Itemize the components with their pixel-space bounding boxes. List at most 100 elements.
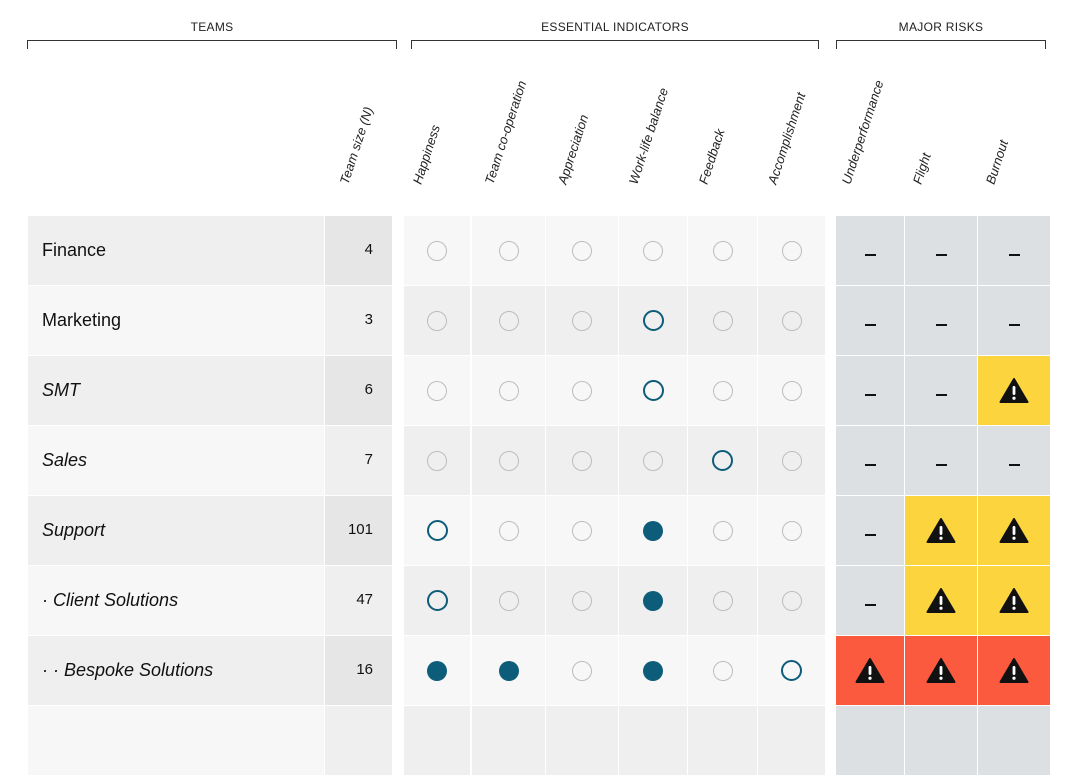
indicator-cell-happiness[interactable] xyxy=(404,706,470,775)
indicator-cell-feedback[interactable] xyxy=(688,356,757,425)
indicator-cell-appreciation[interactable] xyxy=(546,286,618,355)
column-header-team-co-operation[interactable]: Team co-operation xyxy=(470,68,540,186)
column-header-team-size[interactable]: Team size (N) xyxy=(325,68,395,186)
risk-cell-flight[interactable] xyxy=(905,216,977,285)
risk-cell-burnout[interactable] xyxy=(978,566,1050,635)
team-name[interactable]: Sales xyxy=(28,426,324,495)
risk-cell-flight[interactable] xyxy=(905,426,977,495)
indicator-cell-feedback[interactable] xyxy=(688,706,757,775)
table-row[interactable]: · Client Solutions 47 xyxy=(0,566,1080,635)
indicator-cell-appreciation[interactable] xyxy=(546,216,618,285)
risk-cell-flight[interactable] xyxy=(905,706,977,775)
indicator-cell-appreciation[interactable] xyxy=(546,496,618,565)
risk-cell-burnout[interactable] xyxy=(978,496,1050,565)
risk-cell-underperformance[interactable] xyxy=(836,426,904,495)
indicator-cell-team-co-operation[interactable] xyxy=(472,566,545,635)
column-header-accomplishment[interactable]: Accomplishment xyxy=(753,68,823,186)
table-row[interactable]: Marketing 3 xyxy=(0,286,1080,355)
indicator-cell-appreciation[interactable] xyxy=(546,356,618,425)
indicator-cell-feedback[interactable] xyxy=(688,496,757,565)
indicator-cell-team-co-operation[interactable] xyxy=(472,636,545,705)
indicator-cell-happiness[interactable] xyxy=(404,496,470,565)
indicator-cell-work-life-balance[interactable] xyxy=(619,286,687,355)
column-header-feedback[interactable]: Feedback xyxy=(684,68,754,186)
indicator-cell-happiness[interactable] xyxy=(404,356,470,425)
indicator-cell-appreciation[interactable] xyxy=(546,566,618,635)
risk-cell-underperformance[interactable] xyxy=(836,706,904,775)
indicator-cell-team-co-operation[interactable] xyxy=(472,426,545,495)
indicator-cell-work-life-balance[interactable] xyxy=(619,426,687,495)
indicator-cell-feedback[interactable] xyxy=(688,216,757,285)
indicator-cell-happiness[interactable] xyxy=(404,426,470,495)
table-row[interactable]: Sales 7 xyxy=(0,426,1080,495)
column-header-flight[interactable]: Flight xyxy=(898,68,968,186)
indicator-cell-accomplishment[interactable] xyxy=(758,286,825,355)
indicator-cell-work-life-balance[interactable] xyxy=(619,216,687,285)
indicator-cell-happiness[interactable] xyxy=(404,566,470,635)
indicator-cell-team-co-operation[interactable] xyxy=(472,496,545,565)
indicator-cell-work-life-balance[interactable] xyxy=(619,496,687,565)
indicator-cell-feedback[interactable] xyxy=(688,286,757,355)
risk-cell-underperformance[interactable] xyxy=(836,216,904,285)
indicator-cell-work-life-balance[interactable] xyxy=(619,636,687,705)
column-header-appreciation[interactable]: Appreciation xyxy=(543,68,613,186)
indicator-cell-feedback[interactable] xyxy=(688,636,757,705)
risk-cell-burnout[interactable] xyxy=(978,356,1050,425)
column-header-work-life-balance[interactable]: Work-life balance xyxy=(614,68,684,186)
team-name[interactable]: Support xyxy=(28,496,324,565)
risk-cell-underperformance[interactable] xyxy=(836,496,904,565)
table-row[interactable]: Support 101 xyxy=(0,496,1080,565)
indicator-cell-appreciation[interactable] xyxy=(546,426,618,495)
indicator-cell-work-life-balance[interactable] xyxy=(619,706,687,775)
risk-cell-burnout[interactable] xyxy=(978,286,1050,355)
team-name[interactable] xyxy=(28,706,324,775)
indicator-cell-team-co-operation[interactable] xyxy=(472,286,545,355)
indicator-cell-happiness[interactable] xyxy=(404,636,470,705)
indicator-cell-accomplishment[interactable] xyxy=(758,566,825,635)
indicator-cell-accomplishment[interactable] xyxy=(758,706,825,775)
indicator-cell-accomplishment[interactable] xyxy=(758,636,825,705)
table-row[interactable]: Finance 4 xyxy=(0,216,1080,285)
indicator-cell-team-co-operation[interactable] xyxy=(472,216,545,285)
indicator-cell-work-life-balance[interactable] xyxy=(619,566,687,635)
indicator-cell-team-co-operation[interactable] xyxy=(472,356,545,425)
team-name[interactable]: · Client Solutions xyxy=(28,566,324,635)
risk-cell-underperformance[interactable] xyxy=(836,636,904,705)
risk-cell-burnout[interactable] xyxy=(978,636,1050,705)
indicator-cell-accomplishment[interactable] xyxy=(758,426,825,495)
risk-cell-underperformance[interactable] xyxy=(836,286,904,355)
warning-triangle-icon xyxy=(926,517,956,544)
indicator-cell-accomplishment[interactable] xyxy=(758,356,825,425)
table-row[interactable]: · · Bespoke Solutions 16 xyxy=(0,636,1080,705)
column-header-underperformance[interactable]: Underperformance xyxy=(827,68,897,186)
risk-cell-flight[interactable] xyxy=(905,496,977,565)
column-header-happiness[interactable]: Happiness xyxy=(398,68,468,186)
column-header-burnout[interactable]: Burnout xyxy=(971,68,1041,186)
risk-cell-flight[interactable] xyxy=(905,356,977,425)
risk-cell-underperformance[interactable] xyxy=(836,356,904,425)
risk-cell-burnout[interactable] xyxy=(978,706,1050,775)
indicator-cell-happiness[interactable] xyxy=(404,286,470,355)
indicator-cell-happiness[interactable] xyxy=(404,216,470,285)
indicator-cell-appreciation[interactable] xyxy=(546,706,618,775)
team-size-value: 3 xyxy=(325,286,392,355)
indicator-cell-work-life-balance[interactable] xyxy=(619,356,687,425)
risk-cell-flight[interactable] xyxy=(905,636,977,705)
indicator-cell-feedback[interactable] xyxy=(688,566,757,635)
indicator-cell-feedback[interactable] xyxy=(688,426,757,495)
team-name[interactable]: Finance xyxy=(28,216,324,285)
team-name[interactable]: SMT xyxy=(28,356,324,425)
indicator-cell-appreciation[interactable] xyxy=(546,636,618,705)
risk-cell-burnout[interactable] xyxy=(978,216,1050,285)
table-row[interactable] xyxy=(0,706,1080,775)
risk-cell-flight[interactable] xyxy=(905,566,977,635)
team-name[interactable]: · · Bespoke Solutions xyxy=(28,636,324,705)
team-name[interactable]: Marketing xyxy=(28,286,324,355)
risk-cell-burnout[interactable] xyxy=(978,426,1050,495)
risk-cell-underperformance[interactable] xyxy=(836,566,904,635)
indicator-cell-accomplishment[interactable] xyxy=(758,216,825,285)
indicator-cell-accomplishment[interactable] xyxy=(758,496,825,565)
table-row[interactable]: SMT 6 xyxy=(0,356,1080,425)
risk-cell-flight[interactable] xyxy=(905,286,977,355)
indicator-cell-team-co-operation[interactable] xyxy=(472,706,545,775)
